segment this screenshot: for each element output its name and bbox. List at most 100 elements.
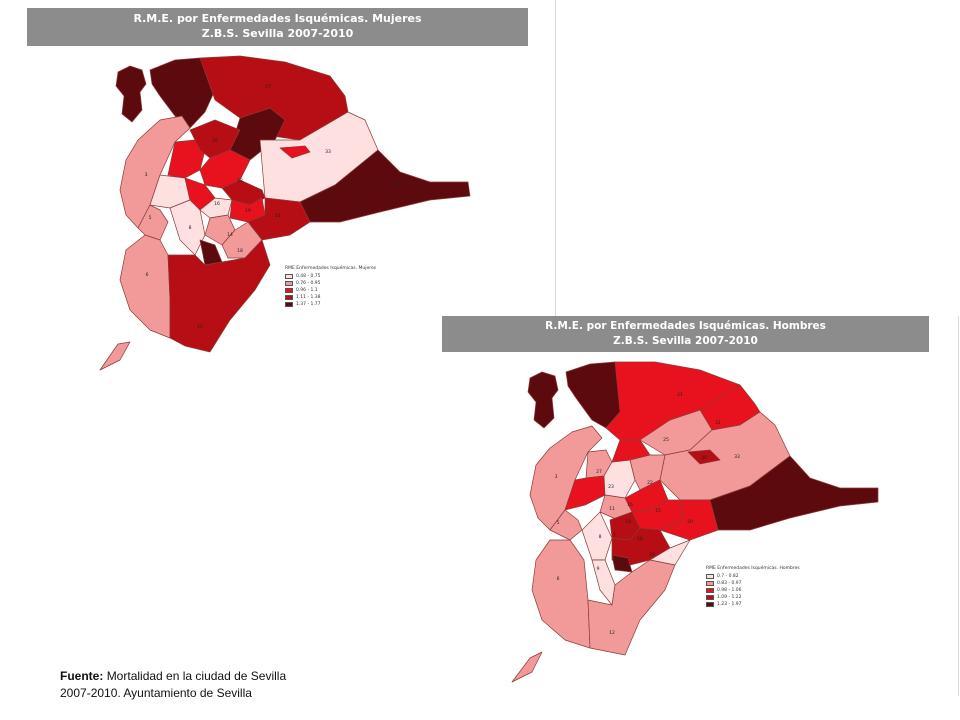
legend-swatch xyxy=(285,295,293,300)
source-label: Fuente: xyxy=(60,669,104,683)
zone-label: 5 xyxy=(557,520,560,526)
legend-item: 0.83 - 0.97 xyxy=(706,580,800,587)
zone-label: 11 xyxy=(609,506,615,512)
map-region xyxy=(659,411,791,501)
legend-item: 1.23 - 1.97 xyxy=(706,601,800,608)
map-region xyxy=(591,559,616,606)
map-title-line2: Z.B.S. Sevilla 2007-2010 xyxy=(201,27,354,40)
legend-swatch xyxy=(706,595,714,600)
zone-label: 8 xyxy=(599,534,602,540)
map-legend-hombres: RME Enfermedades Isquémicas. Hombres 0.7… xyxy=(706,566,800,608)
map-region xyxy=(299,149,471,223)
zone-label: 5 xyxy=(149,215,152,221)
zone-label: 14 xyxy=(227,232,233,238)
choropleth-map-mujeres: 3 5 6 8 12 14 16 18 19 21 22 26 27 31 33 xyxy=(99,55,471,371)
zone-label: 19 xyxy=(625,519,631,525)
legend-swatch xyxy=(285,288,293,293)
map-region xyxy=(204,214,236,246)
map-region xyxy=(247,197,311,241)
zone-label: 33 xyxy=(325,149,331,155)
legend-label: 0.98 - 1.06 xyxy=(717,588,742,593)
legend-item: 1.11 - 1.38 xyxy=(285,294,376,301)
legend-item: 0.48 - 0.75 xyxy=(285,273,376,280)
legend-label: 1.09 - 1.22 xyxy=(717,595,742,600)
map-title-line2: Z.B.S. Sevilla 2007-2010 xyxy=(613,335,758,347)
legend-swatch xyxy=(706,602,714,607)
map-region xyxy=(199,149,251,189)
map-region xyxy=(119,234,171,339)
source-caption: Fuente: Mortalidad en la ciudad de Sevil… xyxy=(60,668,286,702)
map-region xyxy=(687,449,721,465)
legend-item: 0.76 - 0.95 xyxy=(285,280,376,287)
zone-label: 9 xyxy=(597,566,600,572)
zone-label: 31 xyxy=(392,181,398,187)
map-region xyxy=(709,455,879,531)
zone-label: 20 xyxy=(687,519,693,525)
source-text: Mortalidad en la ciudad de Sevilla xyxy=(106,669,287,683)
zone-label: 6 xyxy=(557,576,560,582)
map-title-hombres: R.M.E. por Enfermedades Isquémicas. Homb… xyxy=(442,316,929,352)
legend-label: 0.7 - 0.82 xyxy=(717,574,739,579)
map-region xyxy=(581,511,613,561)
map-region xyxy=(99,341,131,371)
map-legend-mujeres: RME Enfermedades Isquémicas. Mujeres 0.4… xyxy=(285,266,376,308)
map-region xyxy=(167,239,271,353)
zone-label: 7 xyxy=(613,533,616,539)
legend-swatch xyxy=(706,581,714,586)
map-region xyxy=(531,539,591,649)
map-region xyxy=(549,509,583,541)
zone-label: 16 xyxy=(214,201,220,207)
map-region xyxy=(511,651,543,683)
zone-label: 27 xyxy=(596,469,602,475)
map-region xyxy=(199,197,233,219)
zone-label: 22 xyxy=(237,178,243,184)
legend-label: 0.83 - 0.97 xyxy=(717,581,742,586)
map-region xyxy=(587,559,676,656)
zone-label: 18 xyxy=(237,248,243,254)
zone-label: 12 xyxy=(197,324,203,330)
legend-item: 0.96 - 1.1 xyxy=(285,287,376,294)
legend-swatch xyxy=(285,302,293,307)
zone-label: 33 xyxy=(734,454,740,460)
legend-label: 1.37 - 1.77 xyxy=(296,302,321,307)
map-region xyxy=(611,439,651,463)
divider-line xyxy=(555,0,556,318)
zone-label: 10 xyxy=(649,552,655,558)
zone-label: 22 xyxy=(647,480,653,486)
divider-line xyxy=(958,316,959,696)
zone-label: 25 xyxy=(663,437,669,443)
zone-label: 15 xyxy=(655,508,661,514)
legend-label: 1.11 - 1.38 xyxy=(296,295,321,300)
legend-label: 1.23 - 1.97 xyxy=(717,602,742,607)
legend-swatch xyxy=(285,274,293,279)
legend-swatch xyxy=(706,588,714,593)
zone-label: 6 xyxy=(146,272,149,278)
map-region xyxy=(279,145,311,159)
zone-label: 21 xyxy=(275,213,281,219)
zone-label: 27 xyxy=(265,84,271,90)
zone-label: 16 xyxy=(627,502,633,508)
legend-title: RME Enfermedades Isquémicas. Mujeres xyxy=(285,266,377,271)
map-title-line1: R.M.E. por Enfermedades Isquémicas. Homb… xyxy=(545,320,826,332)
legend-label: 0.96 - 1.1 xyxy=(296,288,318,293)
legend-item: 0.98 - 1.06 xyxy=(706,587,800,594)
map-title-line1: R.M.E. por Enfermedades Isquémicas. Muje… xyxy=(133,12,422,25)
zone-label: 26 xyxy=(212,138,218,144)
legend-swatch xyxy=(706,574,714,579)
source-line1: Fuente: Mortalidad en la ciudad de Sevil… xyxy=(60,668,286,685)
legend-label: 0.48 - 0.75 xyxy=(296,274,321,279)
legend-label: 0.76 - 0.95 xyxy=(296,281,321,286)
source-line2: 2007-2010. Ayuntamiento de Sevilla xyxy=(60,686,252,700)
zone-label: 31 xyxy=(715,420,721,426)
zone-label: 8 xyxy=(189,225,192,231)
zone-label: 12 xyxy=(609,630,615,636)
zone-label: 18 xyxy=(637,536,643,542)
legend-title: RME Enfermedades Isquémicas. Hombres xyxy=(706,566,800,571)
legend-item: 0.7 - 0.82 xyxy=(706,573,800,580)
zone-label: 21 xyxy=(677,392,683,398)
zone-label: 23 xyxy=(608,484,614,490)
legend-item: 1.09 - 1.22 xyxy=(706,594,800,601)
legend-swatch xyxy=(285,281,293,286)
zone-label: 30 xyxy=(701,455,707,461)
